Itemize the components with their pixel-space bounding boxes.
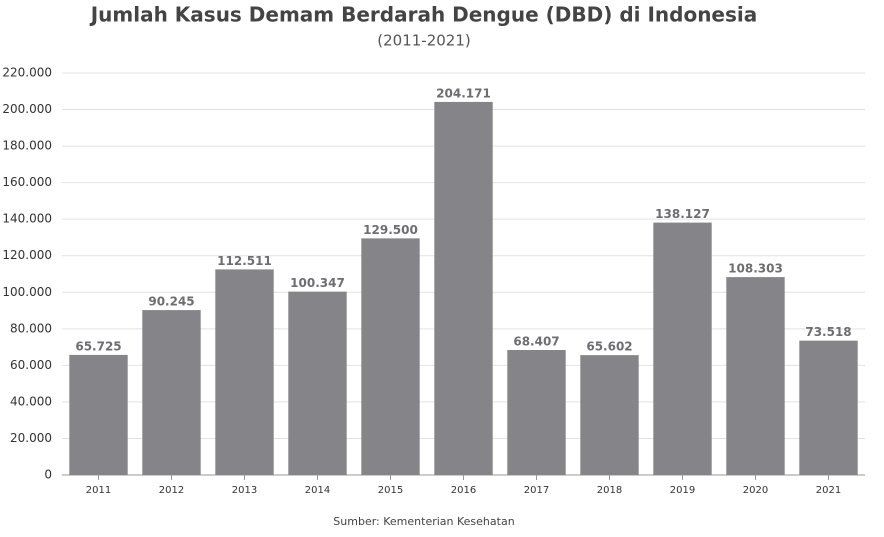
y-tick-label: 20.000 — [10, 431, 52, 445]
y-tick-label: 120.000 — [2, 248, 52, 262]
x-tick-label: 2018 — [597, 485, 622, 496]
y-tick-label: 80.000 — [10, 321, 52, 335]
bar — [507, 350, 566, 475]
bar — [580, 355, 639, 475]
source: Sumber: Kementerian Kesehatan — [333, 515, 514, 528]
bar — [361, 238, 420, 475]
bar — [288, 291, 347, 475]
y-tick-label: 200.000 — [2, 102, 52, 116]
y-tick-label: 220.000 — [2, 66, 52, 80]
y-tick-label: 100.000 — [2, 285, 52, 299]
x-tick-label: 2019 — [670, 485, 695, 496]
value-label: 90.245 — [148, 295, 194, 309]
x-tick-label: 2016 — [451, 485, 476, 496]
x-tick-label: 2014 — [305, 485, 330, 496]
x-tick-label: 2011 — [86, 485, 111, 496]
y-tick-label: 0 — [44, 468, 52, 482]
bar — [434, 101, 493, 476]
chart-title: Jumlah Kasus Demam Berdarah Dengue (DBD)… — [89, 3, 758, 27]
bar — [215, 269, 274, 475]
x-tick-label: 2020 — [743, 485, 768, 496]
y-tick-label: 180.000 — [2, 139, 52, 153]
value-label: 68.407 — [513, 335, 559, 349]
value-label: 108.303 — [728, 262, 783, 276]
y-tick-label: 40.000 — [10, 394, 52, 408]
value-label: 138.127 — [655, 207, 710, 221]
value-label: 100.347 — [290, 276, 345, 290]
bar — [69, 354, 128, 475]
x-tick-label: 2021 — [816, 485, 841, 496]
bar — [142, 310, 201, 475]
x-tick-label: 2015 — [378, 485, 403, 496]
chart-subtitle: (2011-2021) — [377, 32, 470, 50]
value-label: 65.725 — [75, 339, 121, 353]
y-tick-label: 60.000 — [10, 358, 52, 372]
bar — [726, 277, 785, 475]
x-tick-label: 2017 — [524, 485, 549, 496]
x-tick-label: 2013 — [232, 485, 257, 496]
value-label: 112.511 — [217, 254, 272, 268]
value-label: 129.500 — [363, 223, 418, 237]
y-tick-label: 140.000 — [2, 212, 52, 226]
value-label: 65.602 — [586, 340, 632, 354]
value-label: 204.171 — [436, 86, 491, 100]
bar — [653, 222, 712, 475]
y-tick-label: 160.000 — [2, 175, 52, 189]
bar — [799, 340, 858, 475]
x-tick-label: 2012 — [159, 485, 184, 496]
value-label: 73.518 — [805, 325, 851, 339]
